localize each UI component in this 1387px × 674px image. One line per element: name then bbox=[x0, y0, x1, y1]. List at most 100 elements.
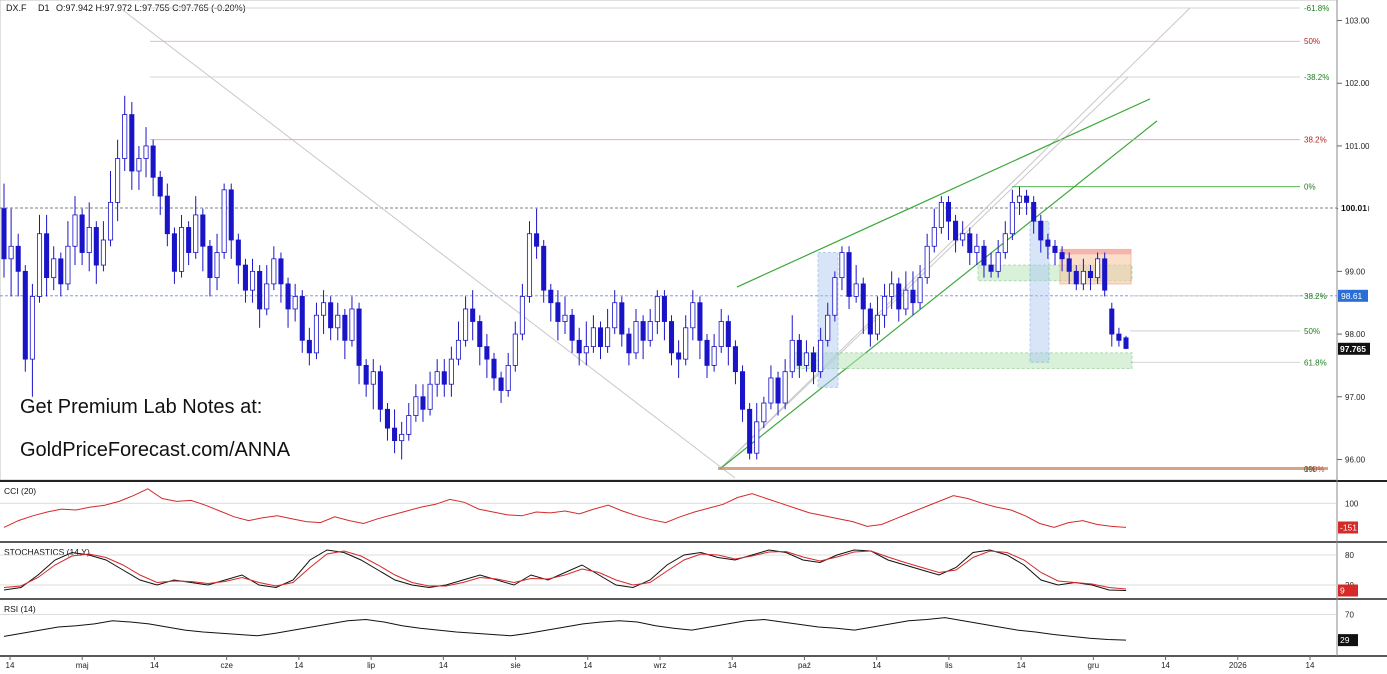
candle-bearish bbox=[619, 302, 625, 335]
candle-bearish bbox=[846, 252, 852, 297]
candle-bearish bbox=[93, 227, 99, 266]
candle-bullish bbox=[590, 327, 596, 347]
candle-bullish bbox=[214, 252, 220, 279]
timeframe-label: D1 bbox=[38, 3, 50, 13]
candle-bullish bbox=[960, 233, 966, 241]
candle-bearish bbox=[576, 339, 582, 354]
candle-bearish bbox=[569, 314, 575, 341]
indicator-series-line bbox=[3, 549, 1127, 591]
candle-bullish bbox=[605, 327, 611, 347]
candle-bullish bbox=[583, 346, 589, 354]
candle-bullish bbox=[782, 371, 788, 404]
fib-label: -38.2% bbox=[1304, 73, 1329, 82]
candle-bullish bbox=[86, 227, 92, 253]
candle-bearish bbox=[541, 245, 547, 291]
fib-label: 38.2% bbox=[1304, 292, 1327, 301]
candle-bearish bbox=[534, 233, 540, 247]
candle-bullish bbox=[917, 277, 923, 304]
candle-bullish bbox=[264, 283, 270, 310]
candle-bearish bbox=[1073, 270, 1079, 285]
candle-bearish bbox=[1045, 239, 1051, 247]
candle-bullish bbox=[974, 245, 980, 253]
candle-bullish bbox=[924, 245, 930, 279]
candle-bullish bbox=[100, 239, 106, 266]
candle-bearish bbox=[548, 289, 554, 304]
candle-bearish bbox=[747, 408, 753, 454]
candle-bullish bbox=[1080, 270, 1086, 285]
candle-bearish bbox=[1087, 270, 1094, 279]
candle-bearish bbox=[811, 352, 817, 373]
candle-bearish bbox=[58, 258, 64, 285]
time-tick-label: maj bbox=[76, 661, 89, 670]
price-tick-label: 103.00 bbox=[1345, 17, 1370, 26]
promo-line-1: Get Premium Lab Notes at: bbox=[20, 396, 262, 418]
candle-bearish bbox=[981, 245, 987, 266]
candle-bullish bbox=[512, 333, 518, 366]
candle-bullish bbox=[36, 233, 43, 297]
price-tick-label: 97.00 bbox=[1345, 393, 1366, 402]
candle-bearish bbox=[342, 314, 348, 341]
candle-bearish bbox=[484, 346, 490, 360]
candle-bearish bbox=[79, 214, 85, 253]
candle-bullish bbox=[136, 158, 142, 172]
candle-bearish bbox=[200, 214, 206, 247]
candle-bullish bbox=[803, 352, 809, 366]
time-tick-label: wrz bbox=[653, 661, 666, 670]
candle-bearish bbox=[896, 283, 902, 310]
candle-bearish bbox=[15, 245, 21, 272]
candle-bullish bbox=[1016, 195, 1023, 203]
candle-bearish bbox=[498, 377, 504, 391]
candle-bearish bbox=[363, 365, 369, 385]
indicator-value-bg bbox=[1338, 634, 1358, 647]
candle-bearish bbox=[491, 358, 497, 379]
candle-bearish bbox=[278, 258, 284, 285]
candle-bullish bbox=[29, 296, 35, 360]
candle-bearish bbox=[945, 201, 951, 222]
indicator-title: CCI (20) bbox=[4, 486, 36, 496]
candle-bullish bbox=[193, 214, 199, 253]
candle-bullish bbox=[455, 339, 462, 360]
candle-bearish bbox=[328, 302, 334, 329]
time-tick-label: 14 bbox=[1017, 661, 1026, 670]
candle-bullish bbox=[434, 371, 440, 385]
candle-bearish bbox=[676, 352, 682, 360]
candle-bullish bbox=[903, 289, 909, 310]
price-label-bg bbox=[1338, 202, 1368, 215]
fib-label: 100% bbox=[1304, 465, 1324, 474]
candle-bearish bbox=[22, 270, 28, 360]
indicator-last-value: -151 bbox=[1340, 522, 1357, 532]
time-tick-label: 14 bbox=[6, 661, 15, 670]
candle-bearish bbox=[860, 283, 866, 310]
time-tick-label: 14 bbox=[1306, 661, 1315, 670]
indicator-series-line bbox=[3, 488, 1127, 528]
candle-bullish bbox=[818, 339, 824, 373]
candle-bullish bbox=[839, 252, 845, 279]
candle-bullish bbox=[179, 227, 185, 272]
candle-bullish bbox=[938, 201, 944, 228]
candle-bullish bbox=[65, 245, 71, 285]
candle-bearish bbox=[164, 195, 170, 235]
time-tick-label: 14 bbox=[872, 661, 881, 670]
candle-bearish bbox=[740, 371, 746, 410]
resistance-zone-red bbox=[1060, 249, 1131, 255]
price-tick-label: 99.00 bbox=[1345, 267, 1366, 276]
candle-bearish bbox=[150, 145, 156, 178]
candle-bullish bbox=[882, 296, 888, 316]
candle-bearish bbox=[44, 233, 50, 279]
price-axis: 96.0097.0098.0099.00100.00101.00102.0010… bbox=[1337, 17, 1370, 464]
candle-bearish bbox=[704, 339, 710, 366]
candle-bullish bbox=[406, 415, 412, 435]
price-tick-label: 102.00 bbox=[1345, 79, 1370, 88]
channel-lower-line bbox=[719, 120, 1158, 470]
candle-bullish bbox=[107, 201, 114, 241]
candle-bullish bbox=[519, 296, 525, 335]
candle-bullish bbox=[647, 321, 653, 341]
candle-bullish bbox=[399, 433, 405, 442]
panel-frames bbox=[0, 0, 1387, 657]
candle-bullish bbox=[931, 227, 937, 247]
candle-bearish bbox=[597, 327, 604, 347]
candle-bullish bbox=[789, 339, 795, 373]
candle-bullish bbox=[853, 283, 859, 297]
chart-annotations bbox=[119, 7, 1328, 479]
candle-bearish bbox=[1059, 252, 1065, 260]
